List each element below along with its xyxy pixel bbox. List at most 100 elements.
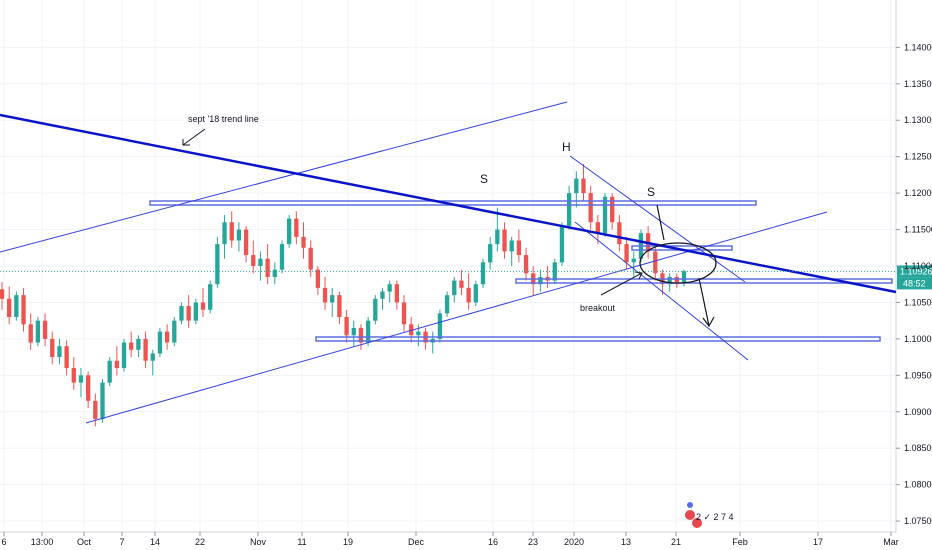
- candle-body: [602, 196, 608, 234]
- candle: [581, 163, 586, 201]
- candle-body: [416, 331, 421, 336]
- candle-body: [437, 313, 443, 339]
- candle: [272, 262, 277, 285]
- trend-line-arrow: [182, 128, 206, 146]
- head-label: H: [562, 140, 571, 154]
- candle-body: [164, 331, 170, 343]
- candle: [322, 276, 328, 310]
- candle-body: [337, 295, 342, 318]
- candle: [308, 240, 313, 277]
- candle: [531, 266, 536, 296]
- candle: [394, 280, 399, 310]
- candle: [444, 291, 450, 318]
- candle: [430, 331, 435, 354]
- candle: [631, 251, 636, 277]
- wedge-upper-line: [569, 155, 746, 283]
- candle-body: [480, 262, 486, 285]
- candle: [516, 229, 522, 263]
- right-shoulder-label: S: [647, 185, 655, 199]
- candle: [93, 393, 98, 427]
- candle: [401, 295, 407, 332]
- x-tick-label: Mar: [883, 537, 899, 547]
- candle-body: [308, 247, 313, 270]
- left-shoulder-label: S: [480, 172, 488, 186]
- candle: [57, 338, 62, 365]
- current-price-tag: 1.10926 48:52: [897, 265, 932, 290]
- candle: [129, 331, 134, 358]
- svg-text:1.10926: 1.10926: [900, 266, 932, 276]
- candle-body: [610, 196, 615, 223]
- candle: [502, 222, 507, 259]
- candle: [50, 331, 55, 365]
- candle: [164, 324, 170, 350]
- candle: [7, 286, 12, 325]
- candle: [337, 291, 342, 325]
- candle-body: [444, 295, 450, 314]
- trend-line-label: sept '18 trend line: [188, 114, 259, 124]
- candle-body: [373, 298, 378, 321]
- x-tick-label: 2020: [564, 537, 584, 547]
- projection-arrow: [698, 277, 715, 328]
- candle: [351, 320, 356, 347]
- candle: [243, 225, 249, 263]
- y-tick-label: 1.08000: [904, 480, 932, 490]
- y-tick-label: 1.12000: [904, 188, 932, 198]
- candle-body: [179, 306, 184, 321]
- candle-body: [574, 178, 579, 194]
- candle: [193, 298, 198, 325]
- x-tick-label: 16: [488, 537, 498, 547]
- candle: [559, 222, 565, 266]
- x-tick-label: 11: [297, 537, 306, 547]
- candle-body: [186, 306, 191, 321]
- candle-body: [14, 295, 19, 318]
- y-tick-label: 1.13500: [904, 79, 932, 89]
- candle: [315, 266, 321, 296]
- candle: [28, 313, 33, 350]
- x-axis-ticks: 6 13:00 Oct 7 14 22 Nov 11 19 Dec 16 23 2020 13 21 Feb 1…: [1, 532, 899, 547]
- svg-text:48:52: 48:52: [903, 278, 926, 288]
- x-tick-label: Nov: [250, 537, 267, 547]
- x-tick-label: 13: [621, 537, 631, 547]
- candle: [674, 273, 679, 288]
- candle: [380, 287, 385, 310]
- candle: [14, 291, 19, 321]
- y-tick-label: 1.10000: [904, 334, 932, 344]
- candle: [136, 335, 141, 358]
- candle: [409, 317, 414, 343]
- y-tick-label: 1.11500: [904, 225, 932, 235]
- x-tick-label: 6: [1, 537, 6, 547]
- breakout-ellipse: [639, 242, 717, 284]
- candle: [265, 244, 270, 285]
- candle: [523, 247, 529, 281]
- candle: [473, 280, 478, 307]
- candle: [215, 236, 220, 288]
- candle-body: [21, 295, 26, 325]
- candle-body: [0, 289, 5, 299]
- wedge-lower-line: [574, 221, 749, 361]
- candle-body: [193, 302, 198, 321]
- candle-body: [294, 218, 299, 237]
- candle: [150, 349, 155, 376]
- channel-lower-line: [85, 211, 828, 424]
- y-tick-label: 1.11000: [904, 261, 932, 271]
- candle-body: [136, 338, 141, 350]
- svg-text:2 ✓ 2 7 4: 2 ✓ 2 7 4: [696, 512, 734, 522]
- candle: [459, 269, 464, 296]
- candle: [552, 258, 557, 285]
- candle-body: [681, 271, 687, 283]
- candle-body: [35, 320, 41, 343]
- candle: [100, 378, 105, 423]
- candle: [480, 258, 486, 288]
- candle-body: [71, 368, 76, 383]
- candle: [588, 185, 593, 230]
- x-tick-label: Feb: [732, 537, 748, 547]
- candle: [107, 357, 112, 387]
- candle-body: [588, 193, 593, 223]
- candle-body: [78, 375, 84, 383]
- candle-body: [559, 225, 565, 263]
- candle: [330, 287, 335, 318]
- candle-body: [50, 338, 55, 358]
- y-axis-ticks: 1.14000 1.13500 1.13000 1.12500 1.12000 1.115…: [896, 42, 932, 526]
- candle-body: [358, 327, 364, 343]
